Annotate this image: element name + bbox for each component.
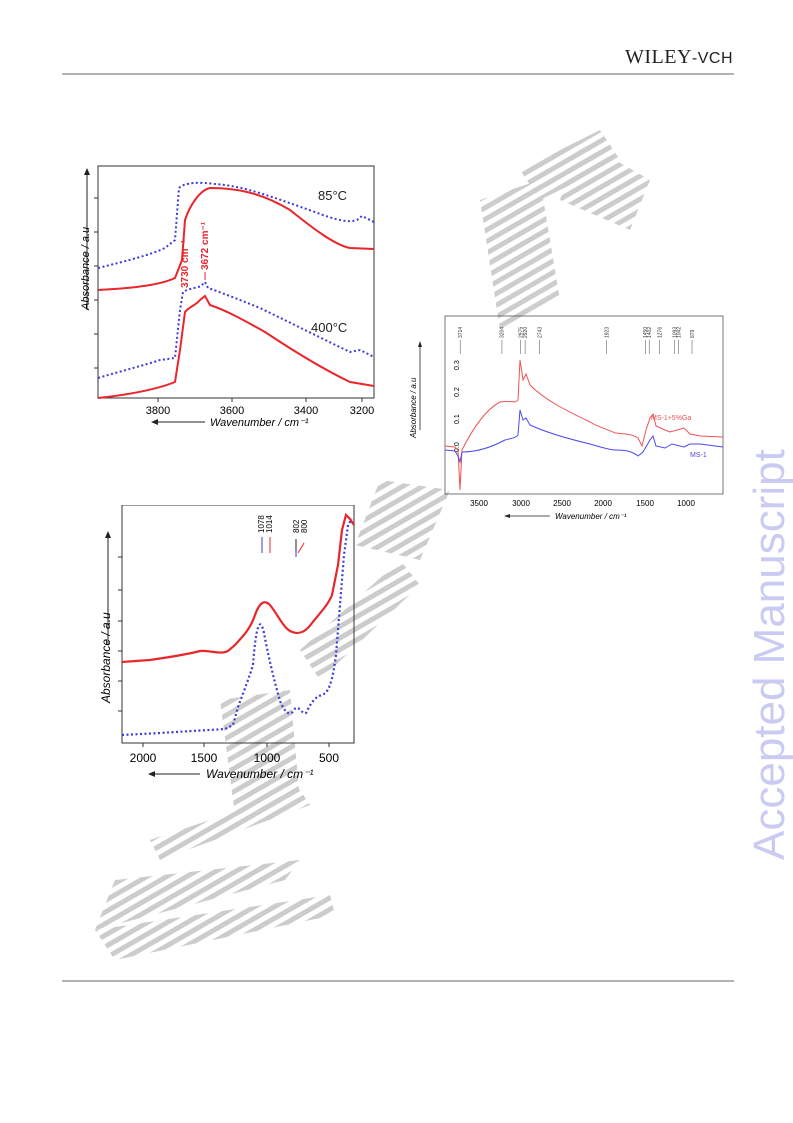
fig-c-ylabel: Absorbance / a.u [100,612,113,704]
fig-a-85c-dotted-spectrum [97,181,375,269]
fig-a-xtick: 3600 [220,405,244,417]
fig-b-peak-label: 1093 [672,327,678,338]
fig-c-xtick: 1000 [254,751,281,765]
fig-c-xtick: 2000 [130,751,157,765]
fig-a-400c-dotted-spectrum [97,280,375,379]
fig-c-frame [121,505,355,744]
fig-a-peak-3672-label: 3672 cm⁻¹ [200,221,211,270]
fig-c-peak-label: 1014 [265,515,274,533]
fig-a-400c-solid-spectrum [97,294,375,399]
fig-a-400c-label: 400°C [311,320,347,335]
fig-b-xtick: 3000 [512,499,530,508]
fig-a-xlabel: Wavenumber / cm⁻¹ [210,417,309,429]
figure-b: 0.0 0.1 0.2 0.3 Absorbance / a.u 3500 30… [409,315,724,521]
fig-a-85c-solid-spectrum [97,186,375,291]
fig-c-xtick: 500 [319,751,339,765]
logo-main: WILEY [624,46,692,68]
figure-c: Absorbance / a.u 2000 1500 1000 500 Wave… [100,505,355,781]
fig-b-peak-label: 2743 [537,327,543,338]
fig-b-peak-label: 1402 [647,327,653,338]
fig-b-xtick: 1500 [636,499,654,508]
header-rule [62,73,734,75]
fig-c-xlabel: Wavenumber / cm⁻¹ [206,767,313,781]
footer-rule [62,980,734,982]
fig-b-xlabel: Wavenumber / cm⁻¹ [555,512,627,521]
fig-b-peak-label: 1923 [604,327,610,338]
fig-b-peak-label: 879 [690,329,696,338]
fig-b-ytick: 0.1 [454,414,461,424]
fig-b-frame [444,315,724,495]
fig-b-ms1-spectrum [444,409,724,464]
fig-b-ga-spectrum [444,359,724,491]
fig-b-peak-label: 1276 [657,327,663,338]
fig-a-xtick: 3800 [146,405,170,417]
fig-b-peak-label: 2975 [518,327,524,338]
fig-b-peak-label: 1450 [643,327,649,338]
fig-b-peak-label: 1042 [676,327,682,338]
fig-a-ylabel: Absorbance / a.u [80,227,92,311]
fig-c-peak-label: 802 [292,519,301,533]
fig-b-peak-label: 3204 [500,327,506,338]
fig-c-xtick: 1500 [191,751,218,765]
fig-b-peak-label: 3714 [458,327,464,338]
fig-b-ylabel: Absorbance / a.u [409,377,418,439]
fig-a-xtick: 3400 [294,405,318,417]
fig-c-peak-label: 800 [300,519,309,533]
fig-a-peak-3730-label: 3730 cm⁻¹ [180,239,191,288]
publisher-logo: WILEY-VCH [625,46,733,69]
logo-suffix: -VCH [691,50,733,67]
fig-b-xtick: 3500 [470,499,488,508]
fig-a-xtick: 3200 [350,405,374,417]
fig-c-solid-spectrum [121,512,355,664]
fig-c-peak-label: 1078 [257,515,266,533]
figure-a: Absorbance / a.u 3800 3600 3400 3200 Wav… [80,165,375,429]
fig-b-xtick: 1000 [677,499,695,508]
fig-b-ytick: 0.2 [454,387,461,397]
fig-a-frame [97,165,375,399]
fig-b-xtick: 2000 [594,499,612,508]
fig-b-ytick: 0.3 [454,360,461,370]
fig-b-legend-ga: MS-1+5%Ga [651,415,691,422]
fig-b-ytick: 0.0 [454,442,461,452]
fig-c-dotted-spectrum [121,518,353,737]
fig-b-xtick: 2500 [553,499,571,508]
fig-b-legend-ms1: MS-1 [690,452,707,459]
fig-b-peak-label: 2920 [523,327,529,338]
fig-a-85c-label: 85°C [318,188,347,203]
